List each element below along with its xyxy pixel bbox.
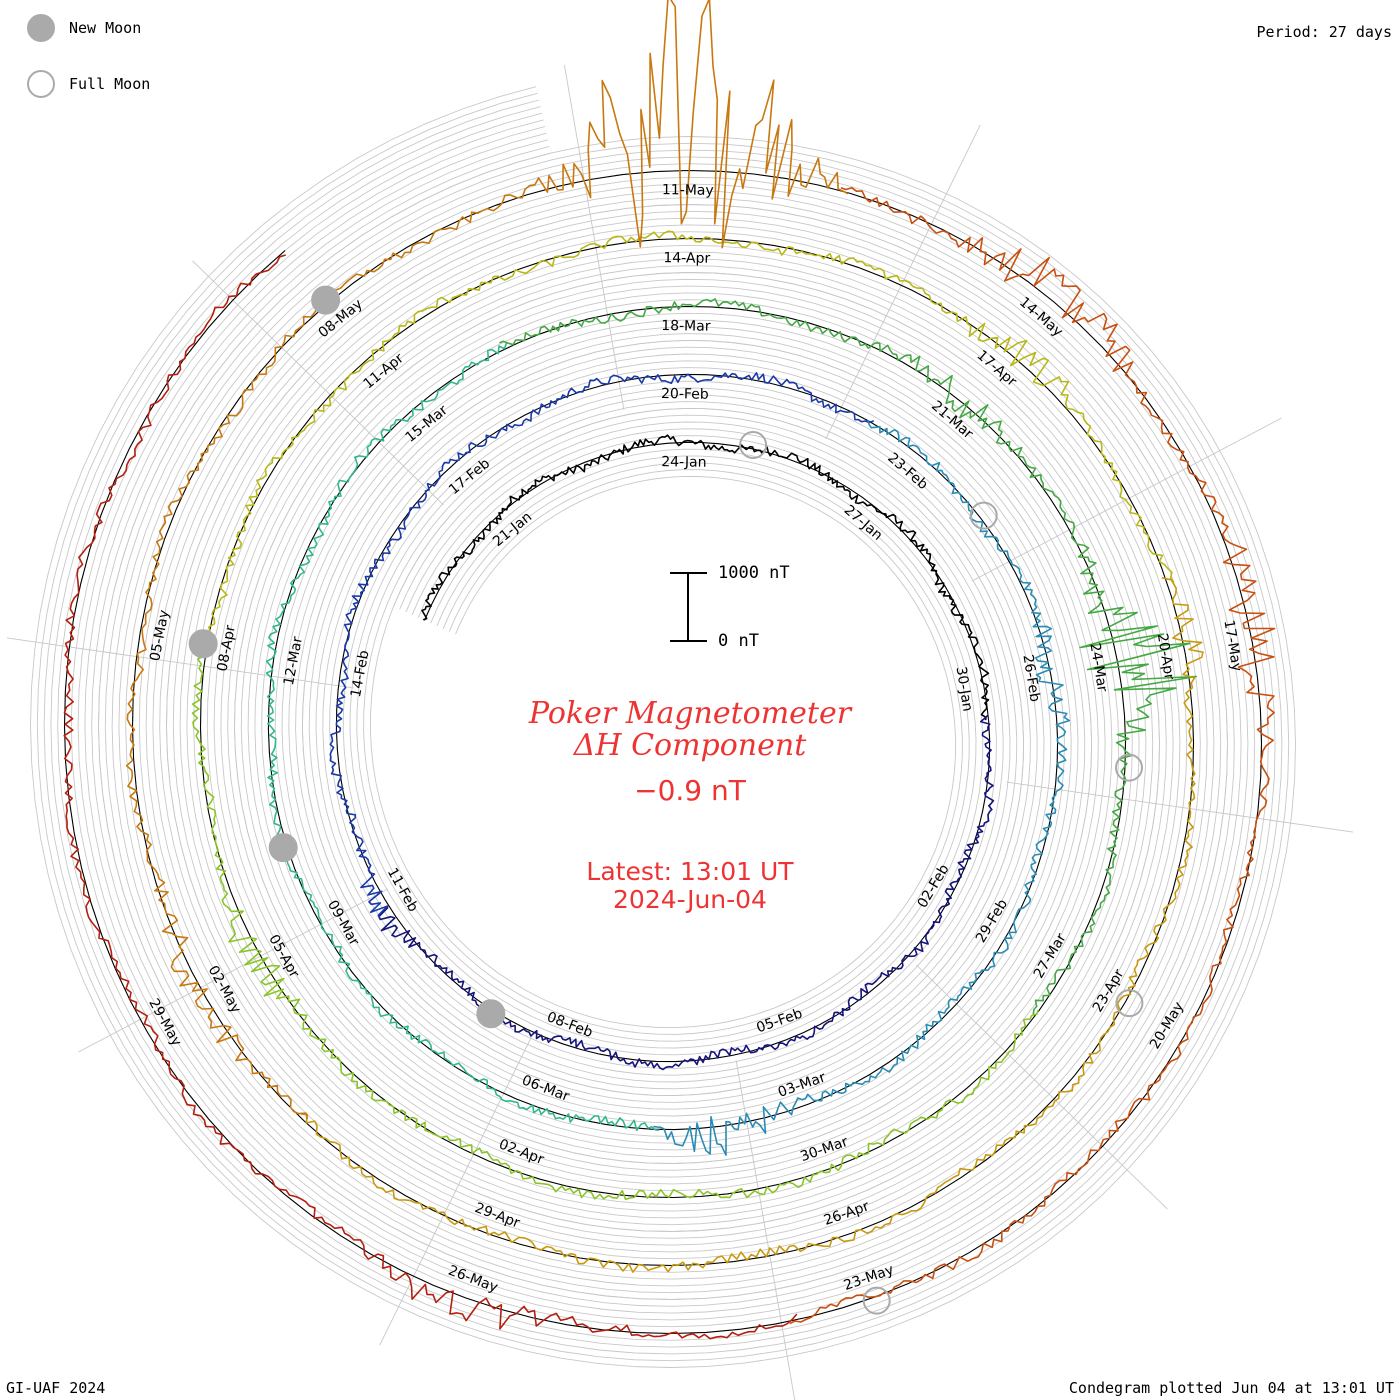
title-line1: Poker Magnetometer [528,696,852,731]
date-label: 14-Feb [348,649,373,699]
date-label: 27-Jan [841,502,886,544]
date-label: 18-Mar [661,318,711,335]
date-label: 26-Apr [822,1198,872,1229]
date-label: 23-Feb [884,450,931,493]
baselines [63,169,1263,1335]
scale-top-label: 1000 nT [718,563,790,583]
date-label: 05-Feb [754,1006,804,1037]
date-label: 20-Apr [1154,632,1177,681]
date-label: 06-Mar [520,1072,572,1105]
date-label: 26-Feb [1019,653,1042,703]
baseline-spiral [63,169,1263,1335]
full-moon-marker [1115,753,1143,782]
latest-date: 2024-Jun-04 [613,885,767,914]
date-label: 29-Apr [472,1200,522,1232]
grid-ring [36,92,1290,1362]
series-line [198,230,1175,654]
grid-ring [57,112,1269,1341]
date-label: 14-May [1016,294,1066,340]
series-line [300,577,1204,1273]
chart-title: Poker Magnetometer ΔH Component [440,698,940,762]
grid-ring [70,126,1256,1328]
latest-value: −0.9 nT [634,774,746,807]
series-line [265,342,660,1132]
new-moon-marker [476,999,506,1029]
date-label: 24-Mar [1086,642,1110,693]
full-moon-label: Full Moon [69,75,151,93]
latest-timestamp: Latest: 13:01 UT 2024-Jun-04 [490,858,890,914]
date-label: 20-Feb [661,386,709,403]
day-spoke [192,260,444,506]
date-label: 05-May [147,609,172,663]
series-line [499,298,1197,1015]
grid-ring [77,132,1249,1321]
date-label: 30-Jan [952,665,975,712]
date-label: 21-Jan [490,509,535,550]
date-label: 15-Mar [403,402,451,446]
new-moon-marker [268,833,298,863]
series-line [789,186,1276,1325]
series-line [329,372,875,919]
series-line [191,645,1039,1201]
new-moon-label: New Moon [69,19,142,37]
full-moon-marker [969,501,998,530]
day-spoke [563,64,625,410]
date-label: 12-Mar [281,635,306,687]
plotted-label: Condegram plotted Jun 04 at 13:01 UT [1068,1379,1394,1397]
series-line [125,0,849,1120]
new-moon-marker [311,285,341,315]
day-spoke [6,637,354,689]
date-label: 11-May [662,182,714,199]
full-moon-marker [862,1286,891,1315]
period-label: Period: 27 days [1256,23,1392,41]
date-label: 14-Apr [663,250,710,267]
scale-bottom-label: 0 nT [718,631,759,651]
date-label: 17-Feb [446,455,493,498]
series-line [421,434,990,721]
day-spoke [916,964,1168,1210]
grid-ring [98,152,1228,1300]
day-spoke [379,1030,535,1346]
moon-markers [188,285,1144,1315]
grid-ring [91,145,1235,1307]
legend-new-moon: New Moon [27,14,141,42]
series-line [653,419,1071,1156]
credit-label: GI-UAF 2024 [6,1379,106,1397]
series-lines [63,0,1276,1340]
grid-ring [84,139,1242,1314]
date-label: 08-Feb [545,1009,595,1041]
date-label: 26-May [446,1263,500,1296]
title-line2: ΔH Component [573,728,807,763]
date-label: 17-May [1220,619,1244,673]
day-spoke [78,888,389,1053]
day-spokes [6,64,1354,1400]
scale-bar [670,572,707,642]
new-moon-icon [27,14,55,42]
date-label: 03-Mar [776,1069,828,1100]
series-line [63,254,798,1340]
day-spoke [971,417,1282,582]
date-label: 11-Apr [361,350,408,392]
day-spoke [825,124,981,440]
date-label: 17-Apr [974,347,1020,390]
full-moon-icon [27,70,55,98]
day-spoke [1006,781,1354,833]
full-moon-marker [1115,989,1144,1018]
latest-time: Latest: 13:01 UT [586,857,794,886]
full-moon-marker [739,431,768,459]
date-label: 24-Jan [661,454,706,471]
legend-full-moon: Full Moon [27,70,150,98]
new-moon-marker [188,629,218,659]
date-label: 08-Apr [214,624,239,673]
